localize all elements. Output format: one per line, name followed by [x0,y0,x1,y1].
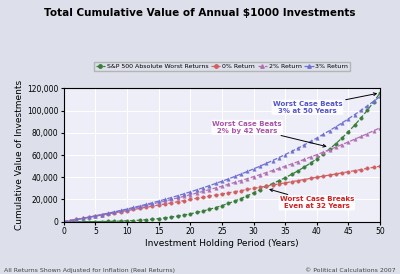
Y-axis label: Cumulative Value of Investments: Cumulative Value of Investments [15,80,24,230]
Text: © Political Calculations 2007: © Political Calculations 2007 [305,268,396,273]
X-axis label: Investment Holding Period (Years): Investment Holding Period (Years) [145,239,299,248]
Text: Worst Case Beats
3% at 50 Years: Worst Case Beats 3% at 50 Years [272,93,376,114]
Text: All Returns Shown Adjusted for Inflation (Real Returns): All Returns Shown Adjusted for Inflation… [4,268,175,273]
Text: Worst Case Breaks
Even at 32 Years: Worst Case Breaks Even at 32 Years [270,189,354,209]
Legend: S&P 500 Absolute Worst Returns, 0% Return, 2% Return, 3% Return: S&P 500 Absolute Worst Returns, 0% Retur… [94,62,350,71]
Text: Total Cumulative Value of Annual $1000 Investments: Total Cumulative Value of Annual $1000 I… [44,8,356,18]
Text: Worst Case Beats
2% by 42 Years: Worst Case Beats 2% by 42 Years [212,121,326,147]
